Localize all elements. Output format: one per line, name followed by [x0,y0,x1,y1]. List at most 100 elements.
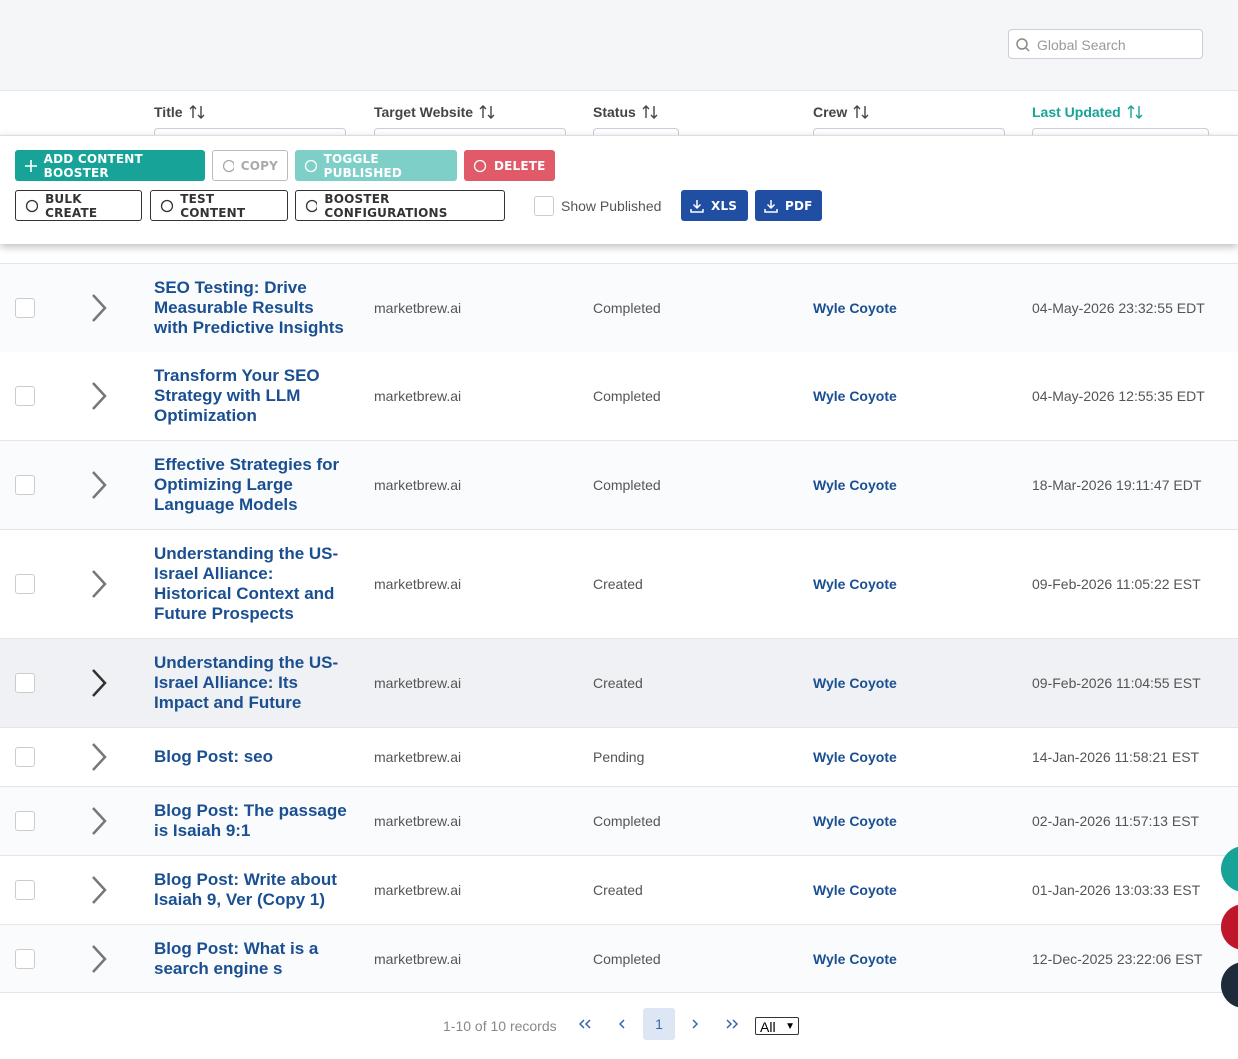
export-button[interactable]: XLS [681,190,748,221]
column-header[interactable]: Target Website [374,104,495,120]
toolbar-button[interactable]: TOGGLE PUBLISHED [295,150,457,181]
table-row[interactable]: Effective Strategies for Optimizing Larg… [0,441,1238,530]
cell: Wyle Coyote [813,639,897,727]
toolbar-button[interactable]: TEST CONTENT [150,190,288,221]
row-title[interactable]: Blog Post: seo [154,747,274,766]
records-summary: 1-10 of 10 records [443,1018,557,1034]
toolbar-button[interactable]: COPY [212,150,288,181]
row-checkbox[interactable] [15,747,35,767]
table-row[interactable]: Blog Post: seo marketbrew.ai Pending Wyle C… [0,728,1238,787]
expand-chevron[interactable] [89,806,109,836]
row-checkbox[interactable] [15,298,35,318]
row-checkbox[interactable] [15,948,35,969]
row-title[interactable]: Transform Your SEO Strategy with LLM Opt… [154,366,320,425]
table-row[interactable]: Transform Your SEO Strategy with LLM Opt… [0,352,1238,441]
cell: Wyle Coyote [813,856,897,924]
toolbar-button[interactable]: DELETE [464,150,555,181]
toolbar [0,135,1238,244]
cell-text: marketbrew.ai [374,477,462,493]
column-header[interactable]: Crew [813,104,869,120]
pager-arrows[interactable] [578,1014,748,1038]
table-row[interactable]: Blog Post: What is a search engine s mark… [0,925,1238,993]
column-header[interactable]: Last Updated [1032,104,1143,120]
button-icon [305,199,318,212]
column-header[interactable]: Status [593,104,658,120]
cell-text: marketbrew.ai [374,950,462,967]
expand-chevron[interactable] [89,944,109,974]
crew-name[interactable]: Wyle Coyote [813,950,897,967]
expand-cell [89,530,109,638]
row-title[interactable]: Blog Post: Write about Isaiah 9, Ver (Co… [154,870,337,909]
row-checkbox[interactable] [15,811,35,831]
row-title[interactable]: SEO Testing: Drive Measurable Results wi… [154,278,344,337]
row-title[interactable]: Blog Post: The passage is Isaiah 9:1 [154,801,347,840]
row-checkbox-cell [15,856,35,924]
expand-chevron[interactable] [89,293,109,323]
row-checkbox[interactable] [15,386,35,406]
row-checkbox[interactable] [15,880,35,900]
button-icon [25,159,37,172]
cell-text: Completed [593,300,661,316]
crew-name[interactable]: Wyle Coyote [813,388,897,404]
expand-chevron[interactable] [89,381,109,411]
crew-name[interactable]: Wyle Coyote [813,749,897,765]
toolbar-button[interactable]: BULK CREATE [15,190,142,221]
cell-text: 04-May-2026 12:55:35 EDT [1032,388,1205,404]
cell: marketbrew.ai [374,639,461,727]
search-icon [1016,38,1030,52]
expand-chevron[interactable] [89,742,109,772]
row-title[interactable]: Blog Post: What is a search engine s [154,938,319,978]
button-icon [304,159,317,172]
table-row[interactable]: SEO Testing: Drive Measurable Results wi… [0,263,1238,353]
row-checkbox[interactable] [15,574,35,594]
download-icon [764,199,778,213]
cell: Completed [593,925,661,992]
row-checkbox-cell [15,925,35,992]
table-row[interactable]: Blog Post: Write about Isaiah 9, Ver (Co… [0,856,1238,925]
table-row[interactable]: Blog Post: The passage is Isaiah 9:1 mark… [0,787,1238,856]
cell: Wyle Coyote [813,530,897,638]
button-label: ADD CONTENT BOOSTER [43,151,143,180]
expand-chevron[interactable] [89,470,109,500]
float-button[interactable] [1221,962,1238,1008]
crew-name[interactable]: Wyle Coyote [813,675,897,691]
cell: Understanding the US-Israel Alliance: Hi… [154,530,349,638]
float-button[interactable] [1221,846,1238,892]
table-row[interactable]: Understanding the US-Israel Alliance: It… [0,639,1238,728]
cell: marketbrew.ai [374,352,461,440]
row-title[interactable]: Understanding the US-Israel Alliance: It… [154,653,339,712]
float-button[interactable] [1221,904,1238,950]
cell: marketbrew.ai [374,856,461,924]
show-published-checkbox[interactable] [534,196,554,216]
crew-name[interactable]: Wyle Coyote [813,813,897,829]
global-search[interactable]: Global Search [1008,29,1203,59]
column-header[interactable]: Title [154,104,205,120]
cell: Created [593,639,643,727]
row-title[interactable]: Understanding the US-Israel Alliance: Hi… [154,544,339,623]
expand-chevron[interactable] [89,668,109,698]
crew-name[interactable]: Wyle Coyote [813,300,897,316]
row-title[interactable]: Effective Strategies for Optimizing Larg… [154,455,340,514]
export-button[interactable]: PDF [755,190,822,221]
cell-text: Completed [593,813,661,829]
toolbar-button[interactable]: ADD CONTENT BOOSTER [15,150,205,181]
toolbar-button[interactable]: BOOSTER CONFIGURATIONS [295,190,505,221]
row-checkbox[interactable] [15,673,35,693]
cell-text: 01-Jan-2026 13:03:33 EST [1032,882,1201,898]
page-size-select[interactable]: All ▼ [755,1017,799,1035]
crew-name[interactable]: Wyle Coyote [813,882,897,898]
cell-text: marketbrew.ai [374,300,462,316]
row-checkbox[interactable] [15,475,35,495]
table-row[interactable]: Understanding the US-Israel Alliance: Hi… [0,530,1238,639]
cell: Wyle Coyote [813,352,897,440]
cell: 12-Dec-2025 23:22:06 EST [1032,925,1202,992]
crew-name[interactable]: Wyle Coyote [813,477,897,493]
page-number[interactable]: 1 [643,1008,675,1040]
expand-cell [89,352,109,440]
row-checkbox-cell [15,787,35,855]
cell: Blog Post: The passage is Isaiah 9:1 [154,787,349,855]
crew-name[interactable]: Wyle Coyote [813,576,897,592]
expand-chevron[interactable] [89,569,109,599]
cell-text: Completed [593,950,661,967]
expand-chevron[interactable] [89,875,109,905]
